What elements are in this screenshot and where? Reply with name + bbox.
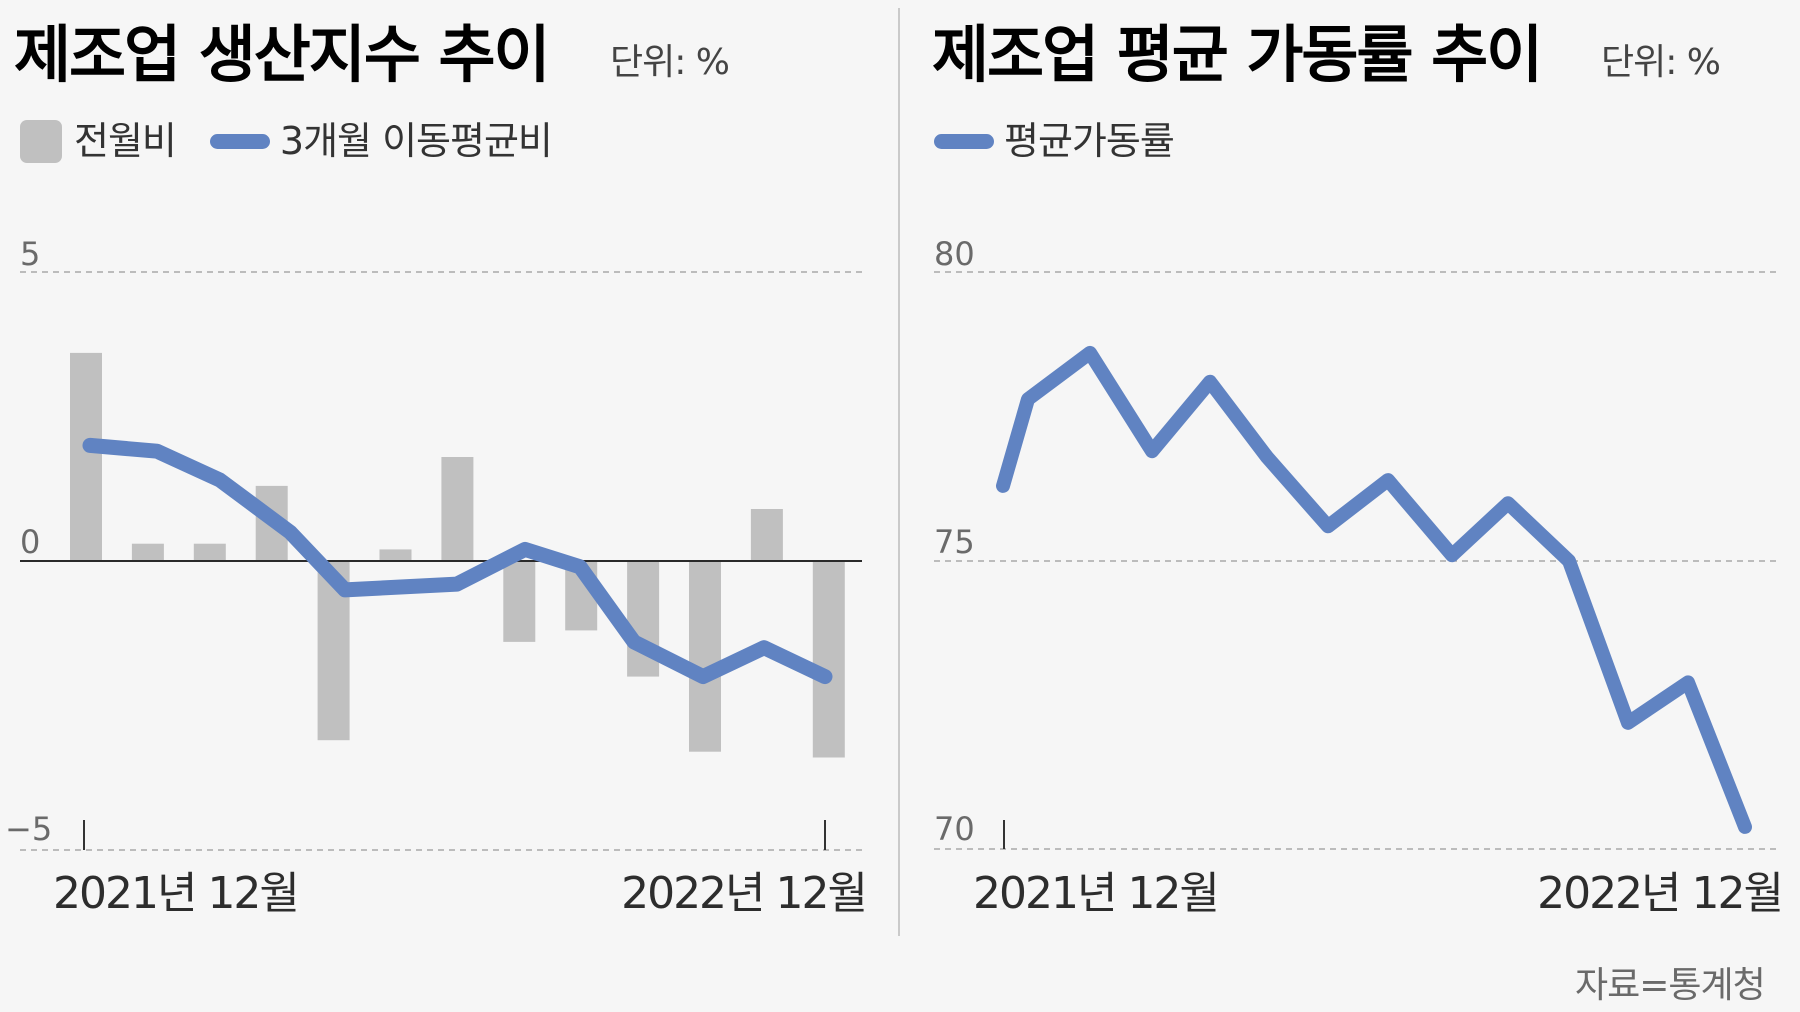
production-plot: 5 0 −5 2021년 12월 2022년 12월 [5,235,868,919]
utilization-plot: 80 75 70 2021년 12월 2022년 12월 [934,235,1784,919]
bar [131,543,164,561]
legend-label-utilization: 평균가동률 [1004,119,1175,163]
bar [379,549,412,561]
panel-divider [898,8,900,936]
bar [750,509,783,561]
y-tick-0: 0 [20,523,40,561]
line-swatch-icon [209,133,270,149]
bar [503,561,536,642]
bar [812,561,845,758]
y-tick-minus5: −5 [5,810,52,848]
source-credit: 자료=통계청 [1575,965,1766,1006]
x-label-start: 2021년 12월 [973,868,1218,919]
utilization-panel: 제조업 평균 가동률 추이 단위: % 평균가동률 [900,0,1800,1012]
bar [689,561,721,752]
bars-mom [70,352,845,758]
y-tick-80: 80 [934,235,975,273]
y-tick-70: 70 [934,810,975,848]
y-tick-5: 5 [20,235,40,273]
legend-label-3m-avg: 3개월 이동평균비 [279,119,553,163]
line-utilization [996,345,1752,834]
bar [193,543,226,561]
line-swatch-icon [934,133,994,149]
legend-label-mom: 전월비 [74,119,177,163]
y-tick-75: 75 [934,523,975,561]
x-label-start: 2021년 12월 [53,868,298,919]
chart-title: 제조업 생산지수 추이 [14,18,551,91]
unit-label: 단위: % [610,42,730,83]
line-3m-avg [82,437,833,685]
legend: 전월비 3개월 이동평균비 [20,116,586,166]
chart-title: 제조업 평균 가동률 추이 [932,18,1543,91]
bar [441,457,474,561]
unit-label: 단위: % [1601,42,1721,83]
legend: 평균가동률 [934,116,1208,166]
x-label-end: 2022년 12월 [1537,868,1782,919]
bar [70,352,102,561]
production-index-panel: 제조업 생산지수 추이 단위: % 전월비 3개월 이동평균비 [0,0,899,1012]
bar-swatch-icon [20,119,62,163]
x-label-end: 2022년 12월 [621,868,866,919]
